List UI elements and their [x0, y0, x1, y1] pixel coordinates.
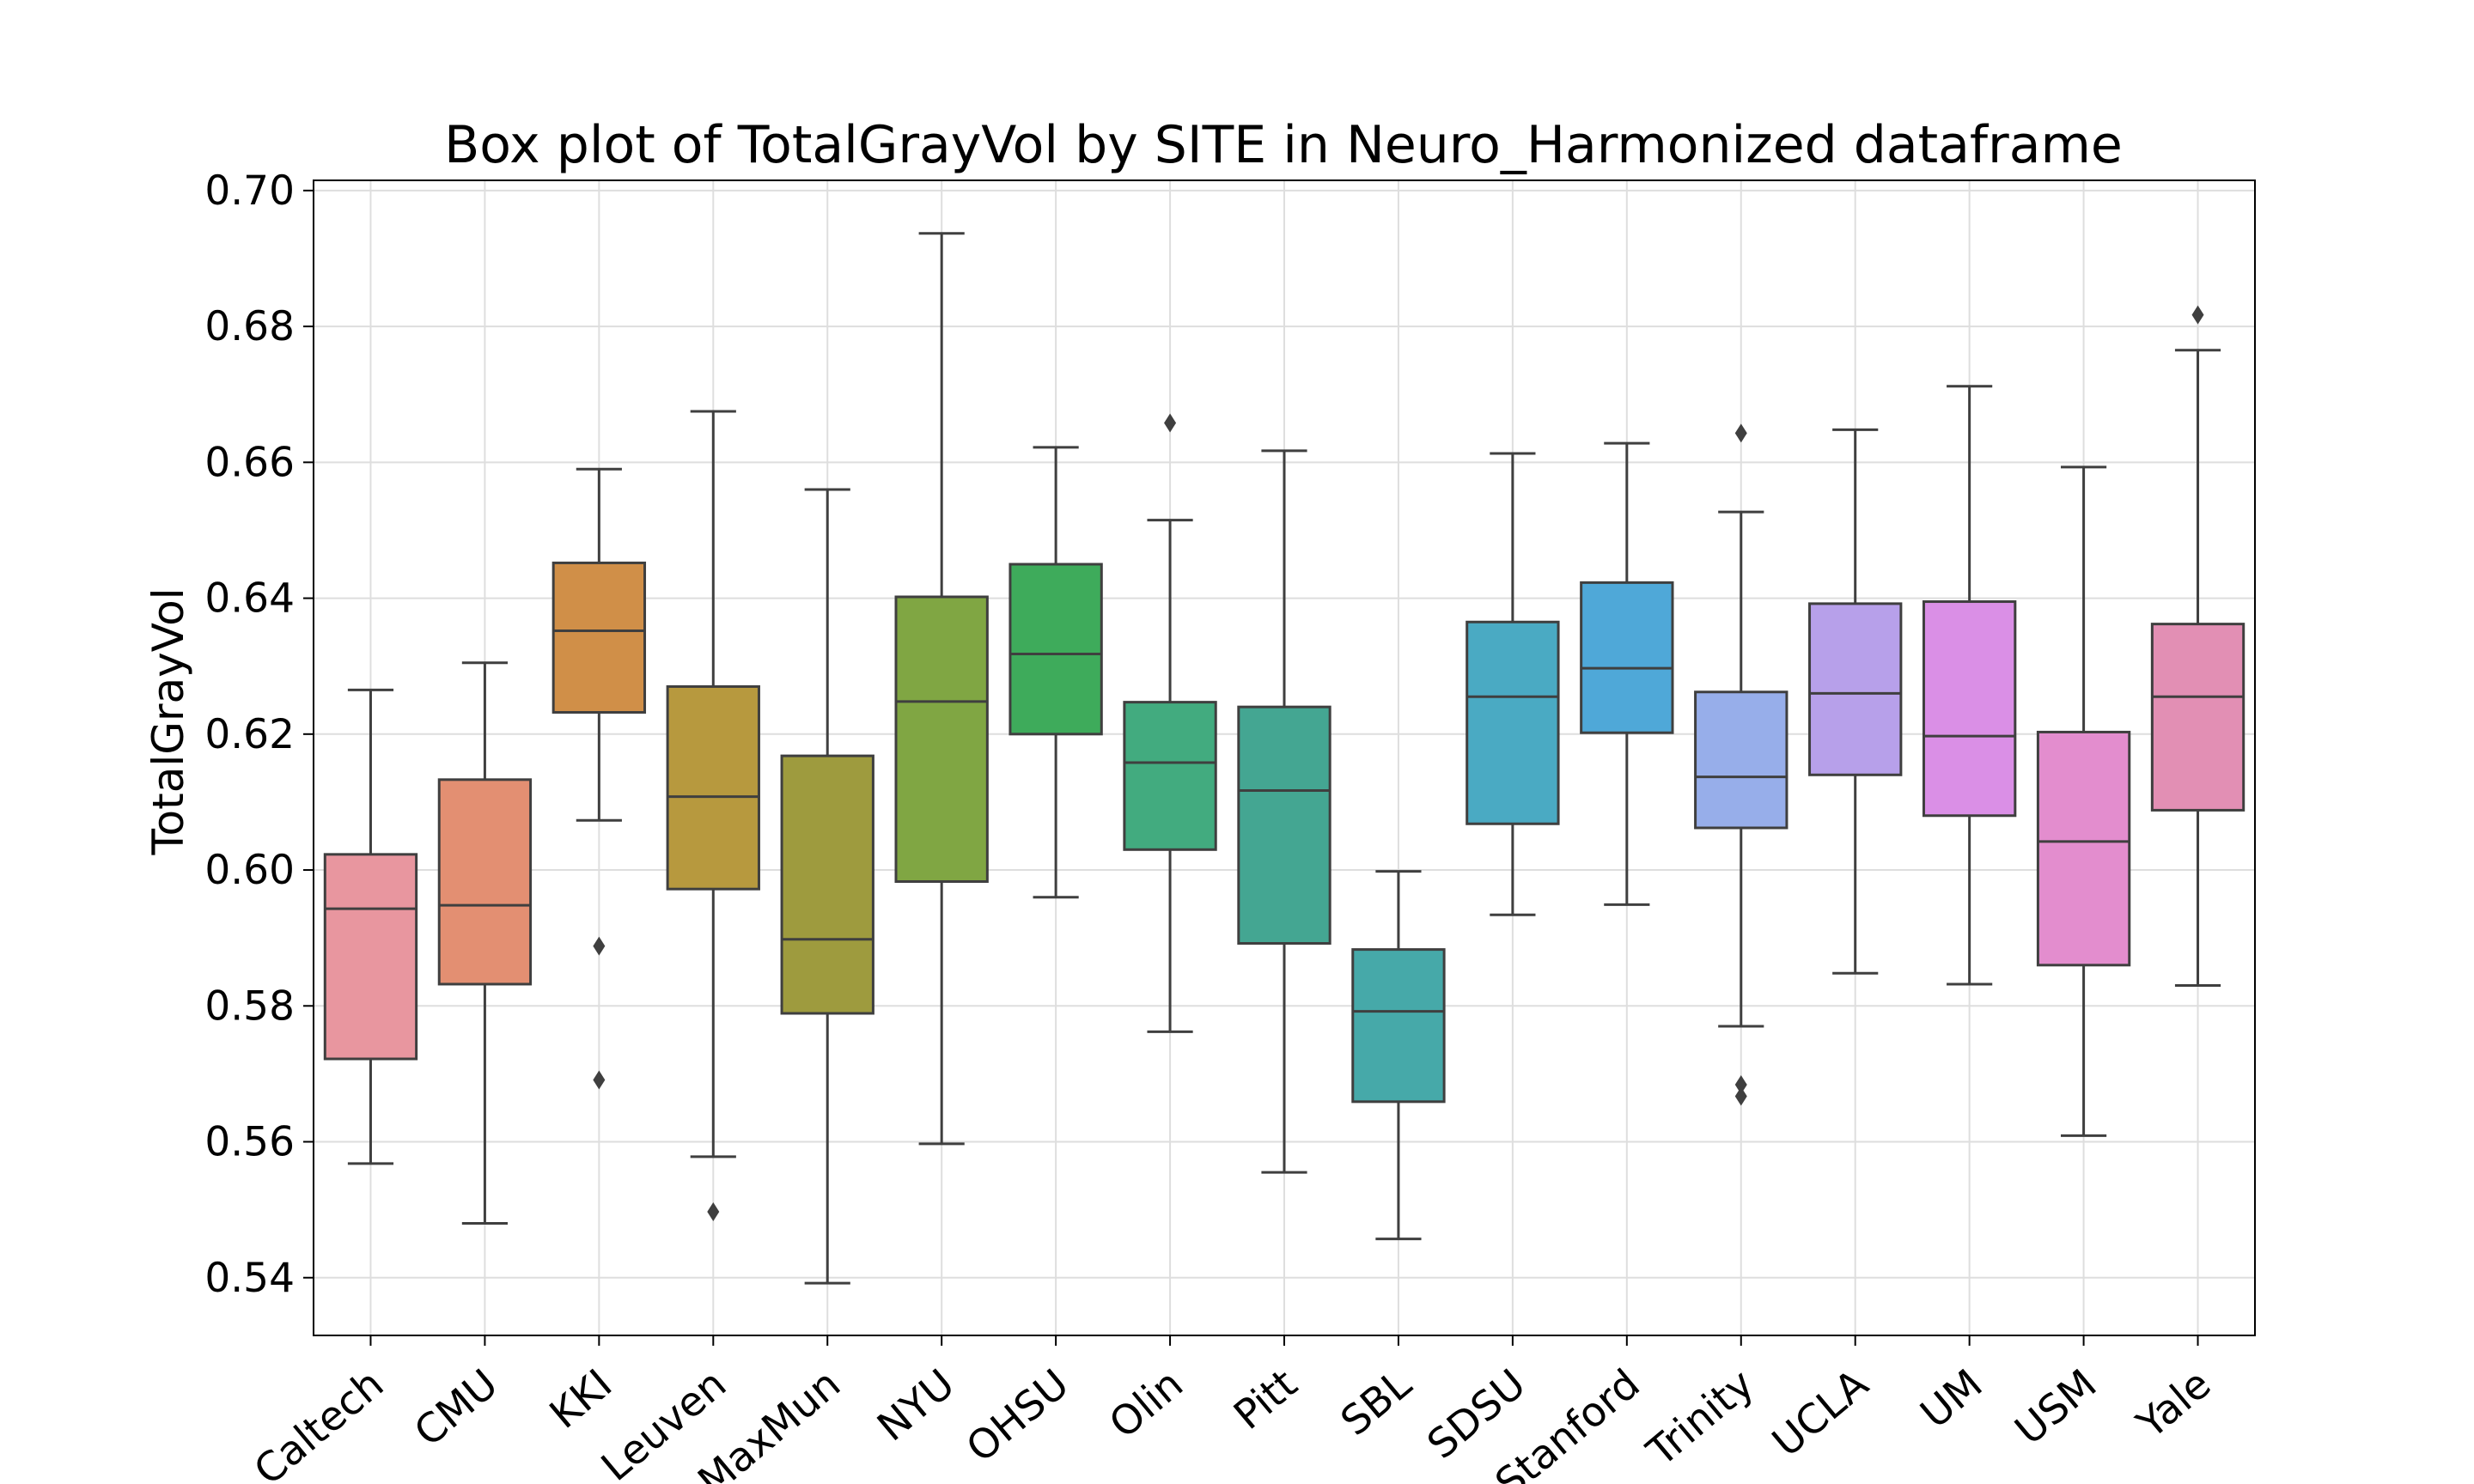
box-um: [1922, 385, 2017, 986]
box-nyu: [894, 232, 989, 1146]
x-tick-label: SBL: [1332, 1360, 1421, 1445]
box-usm: [2036, 465, 2131, 1137]
box-ucla: [1808, 428, 1903, 975]
box-cmu: [437, 661, 533, 1225]
x-tick-label: Yale: [2128, 1360, 2220, 1449]
iqr-box: [1694, 690, 1788, 830]
x-tick-label: Pitt: [1225, 1360, 1307, 1439]
y-tick-label: 0.54: [204, 1255, 295, 1302]
iqr-box: [437, 778, 533, 986]
box-sbl: [1351, 870, 1446, 1241]
iqr-box: [1123, 701, 1217, 851]
outlier-point: [1734, 1075, 1747, 1095]
outlier-point: [1164, 413, 1177, 433]
outlier-point: [1734, 423, 1747, 443]
y-tick-label: 0.62: [204, 711, 295, 758]
iqr-box: [1351, 948, 1446, 1104]
iqr-box: [1922, 600, 2017, 818]
y-tick-label: 0.68: [204, 303, 295, 350]
x-tick-label: UM: [1912, 1360, 1992, 1438]
outlier-point: [2191, 305, 2204, 325]
iqr-box: [1808, 602, 1903, 776]
outlier-point: [707, 1202, 720, 1222]
box-sdsu: [1466, 452, 1560, 916]
x-tick-label: USM: [2007, 1360, 2106, 1454]
outlier-point: [1734, 1086, 1747, 1106]
iqr-box: [666, 684, 760, 891]
box-olin: [1123, 413, 1217, 1033]
box-caltech: [323, 688, 418, 1165]
iqr-box: [551, 561, 647, 714]
box-maxmun: [780, 488, 874, 1285]
x-tick-label: CMU: [405, 1360, 507, 1456]
box-leuven: [666, 410, 760, 1222]
iqr-box: [1580, 581, 1674, 734]
y-tick-label: 0.64: [204, 575, 295, 623]
y-tick-label: 0.58: [204, 982, 295, 1030]
iqr-box: [1466, 620, 1560, 825]
box-kki: [551, 467, 647, 1090]
y-tick-label: 0.66: [204, 439, 295, 486]
y-tick-label: 0.70: [204, 167, 295, 215]
box-pitt: [1237, 449, 1331, 1174]
y-axis-label: TotalGrayVol: [143, 587, 193, 855]
x-tick-label: Olin: [1100, 1360, 1192, 1448]
box-trinity: [1694, 423, 1788, 1106]
x-tick-label: OHSU: [958, 1360, 1078, 1472]
outlier-point: [593, 1070, 606, 1090]
outlier-point: [593, 936, 606, 956]
box-layer: [323, 232, 2245, 1285]
x-tick-label: UCLA: [1764, 1360, 1877, 1467]
x-tick-label: NYU: [868, 1360, 964, 1451]
box-yale: [2150, 305, 2245, 988]
iqr-box: [1008, 563, 1103, 736]
iqr-box: [1237, 705, 1331, 945]
box-stanford: [1580, 441, 1674, 906]
x-tick-label: Caltech: [246, 1360, 393, 1484]
box-ohsu: [1008, 446, 1103, 899]
iqr-box: [2150, 623, 2245, 812]
iqr-box: [894, 595, 989, 883]
iqr-box: [780, 754, 874, 1015]
iqr-box: [323, 853, 418, 1061]
x-tick-label: KKI: [541, 1360, 621, 1438]
chart-title: Box plot of TotalGrayVol by SITE in Neur…: [444, 115, 2123, 175]
x-tick-label: Trinity: [1638, 1360, 1764, 1476]
iqr-box: [2036, 730, 2131, 967]
y-tick-label: 0.56: [204, 1119, 295, 1166]
y-tick-label: 0.60: [204, 847, 295, 894]
